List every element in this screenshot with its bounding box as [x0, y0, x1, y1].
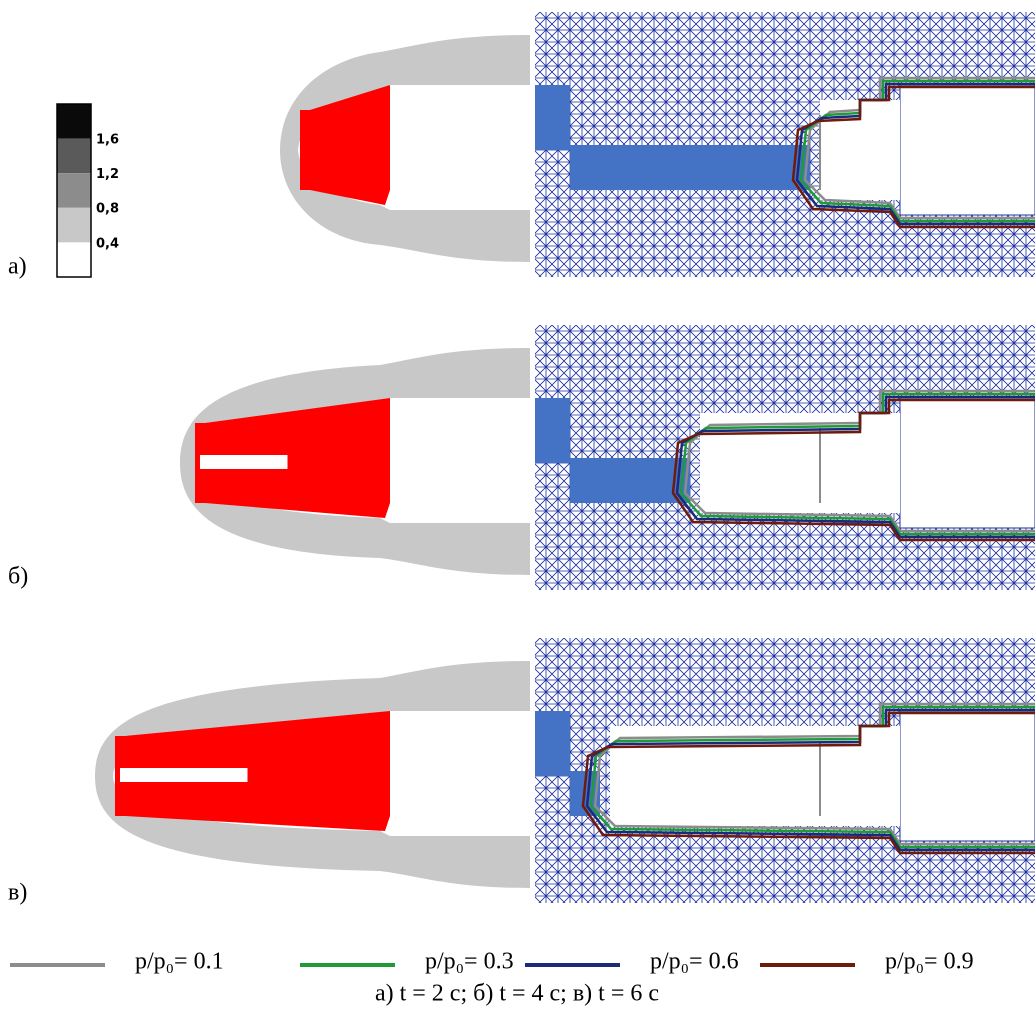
panel: в) — [8, 638, 1035, 906]
colorbar-label: 0,8 — [96, 202, 119, 217]
panel-label: б) — [8, 564, 28, 590]
colorbar-label: 1,6 — [96, 133, 119, 148]
legend-label: p/p₀= 0.1 — [135, 949, 224, 975]
colorbar-swatch — [57, 139, 91, 174]
block — [570, 145, 810, 190]
red-zone — [300, 110, 390, 190]
block — [535, 398, 570, 463]
legend: p/p₀= 0.1 p/p₀= 0.3 p/p₀= 0.6 p/p₀= 0.9 — [10, 949, 974, 975]
colorbar-swatch — [57, 104, 91, 139]
legend-label: p/p₀= 0.3 — [425, 949, 514, 975]
channel — [900, 398, 1035, 528]
panels: а) б) в) — [8, 12, 1035, 906]
colorbar-swatch — [57, 208, 91, 243]
panel: а) — [8, 12, 1035, 280]
caption: а) t = 2 с; б) t = 4 с; в) t = 6 с — [375, 981, 659, 1007]
panel-label: а) — [8, 254, 27, 280]
void — [120, 768, 248, 782]
colorbar-swatch — [57, 242, 91, 277]
panel-label: в) — [8, 880, 27, 906]
channel — [900, 85, 1035, 215]
legend-label: p/p₀= 0.9 — [885, 949, 974, 975]
void — [200, 455, 288, 469]
colorbar-swatch — [57, 173, 91, 208]
block — [535, 711, 570, 776]
channel — [900, 711, 1035, 841]
colorbar-label: 1,2 — [96, 167, 119, 182]
block — [570, 458, 690, 503]
legend-label: p/p₀= 0.6 — [650, 949, 739, 975]
colorbar-label: 0,4 — [96, 236, 119, 251]
block — [535, 85, 570, 150]
colorbar: 1,6 1,2 0,8 0,4 — [57, 104, 119, 277]
figure: а)б)в) 1,61,20,80,4 p/p₀= 0.1p/p₀= 0.3p/… — [0, 0, 1035, 1010]
panel: б) — [8, 325, 1035, 590]
